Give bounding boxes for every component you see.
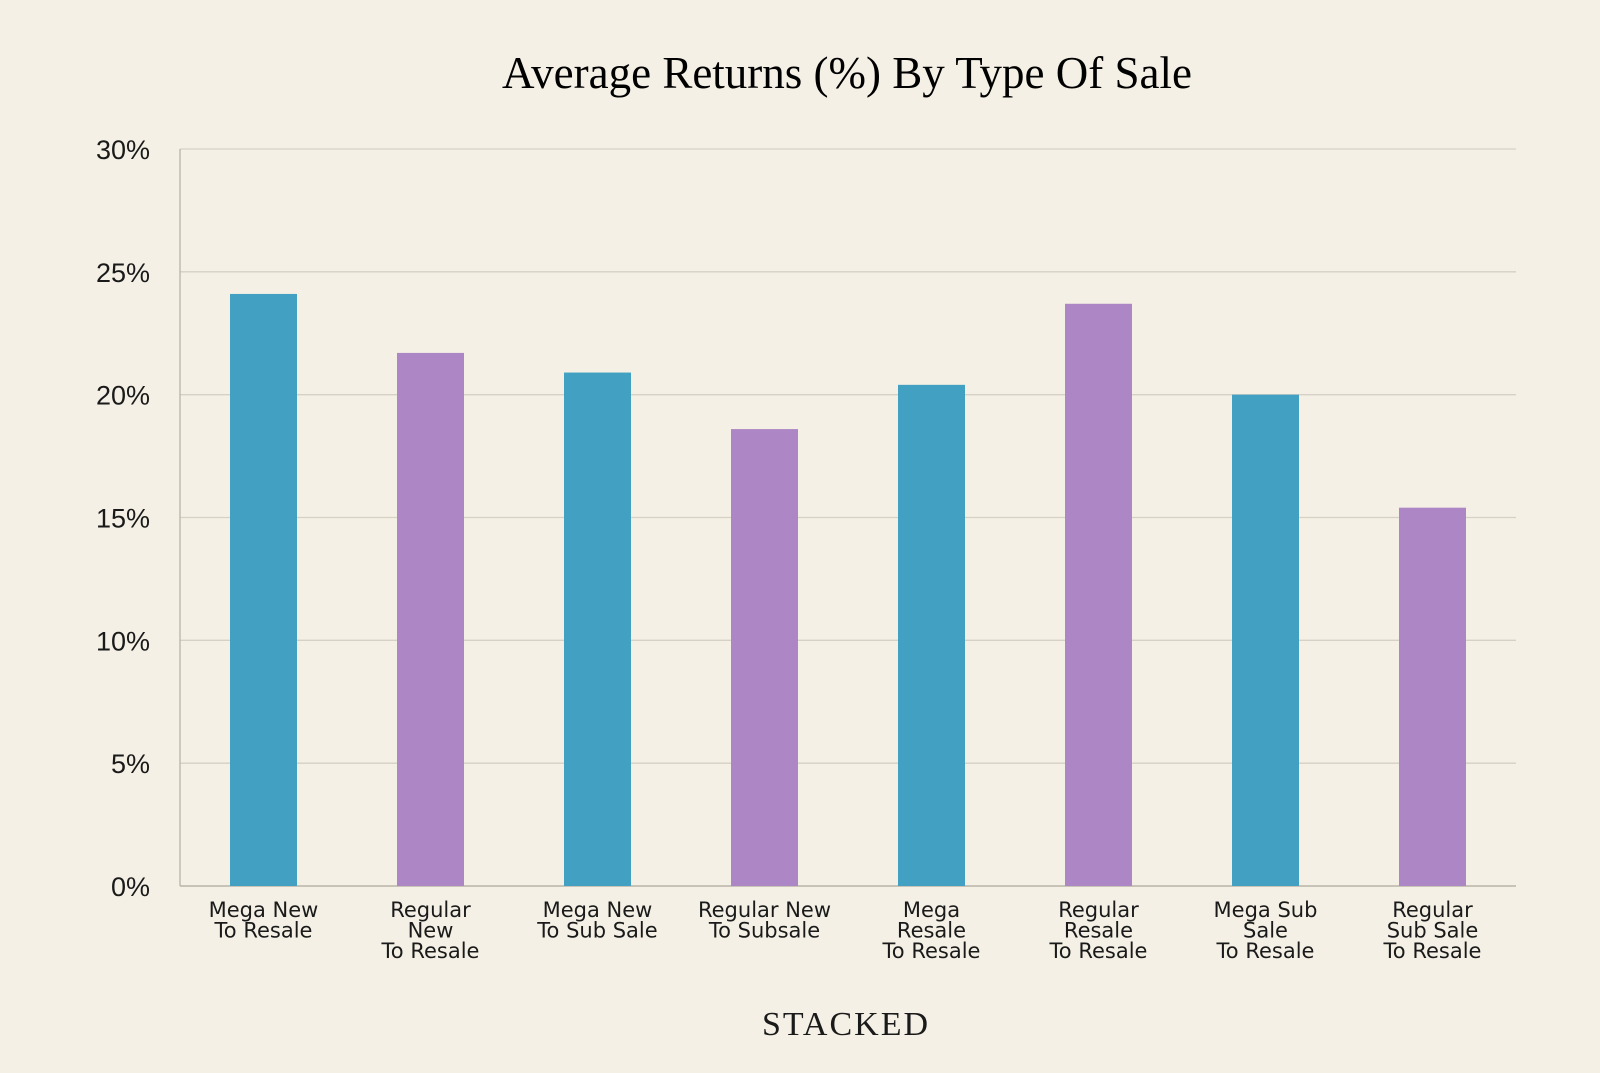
x-category-label-line: To Resale xyxy=(1216,939,1315,963)
x-category-label-line: Resale xyxy=(1064,919,1133,943)
y-tick-label: 15% xyxy=(96,504,150,534)
x-category-label-line: Resale xyxy=(897,919,966,943)
brand-logo: STACKED xyxy=(762,1006,930,1043)
y-tick-label: 5% xyxy=(111,749,150,779)
x-category-label: Mega Sub Sale To Resale xyxy=(1214,898,1318,963)
bar xyxy=(564,372,631,887)
bar xyxy=(1065,303,1132,886)
x-category-label: Regular New To Resale xyxy=(381,898,480,963)
x-category-label: Regular Resale To Resale xyxy=(1049,898,1148,963)
x-category-label-line: Regular xyxy=(1058,898,1139,922)
x-category-label: Mega New To Sub Sale xyxy=(536,898,657,943)
y-tick-label: 0% xyxy=(111,872,150,902)
y-tick-label: 30% xyxy=(96,135,150,165)
y-axis-ticks: 0% 5% 10% 15% 20% 25% 30% xyxy=(96,135,150,902)
y-tick-label: 10% xyxy=(96,626,150,656)
grid-lines xyxy=(180,148,1516,764)
x-category-label-line: New xyxy=(408,919,454,943)
x-category-label: Mega New To Resale xyxy=(209,898,319,943)
bar xyxy=(898,384,965,886)
x-category-label-line: To Resale xyxy=(882,939,981,963)
x-category-label-line: To Resale xyxy=(1383,939,1482,963)
x-category-label-line: Mega xyxy=(903,898,960,922)
x-category-label-line: Sub Sale xyxy=(1387,919,1479,943)
x-category-label-line: Regular xyxy=(1392,898,1473,922)
bar xyxy=(1232,394,1299,886)
x-category-label-line: To Subsale xyxy=(708,919,820,943)
x-category-label-line: To Resale xyxy=(1049,939,1148,963)
bar xyxy=(230,293,297,886)
x-category-label-line: Regular xyxy=(390,898,471,922)
y-tick-label: 25% xyxy=(96,258,150,288)
x-category-label: Mega Resale To Resale xyxy=(882,898,981,963)
y-tick-label: 20% xyxy=(96,381,150,411)
x-category-label-line: To Resale xyxy=(214,919,313,943)
x-category-label-line: Mega New xyxy=(543,898,653,922)
x-category-label: Regular Sub Sale To Resale xyxy=(1383,898,1482,963)
x-category-label: Regular New To Subsale xyxy=(698,898,831,943)
x-category-label-line: Regular New xyxy=(698,898,831,922)
x-category-label-line: To Sub Sale xyxy=(536,919,657,943)
chart-title: Average Returns (%) By Type Of Sale xyxy=(502,48,1192,98)
bar xyxy=(731,429,798,886)
bars xyxy=(230,293,1466,887)
x-category-label-line: Mega Sub xyxy=(1214,898,1318,922)
x-category-label-line: To Resale xyxy=(381,939,480,963)
bar xyxy=(1399,507,1466,886)
x-category-label-line: Mega New xyxy=(209,898,319,922)
x-category-label-line: Sale xyxy=(1243,919,1288,943)
bar xyxy=(397,352,464,886)
